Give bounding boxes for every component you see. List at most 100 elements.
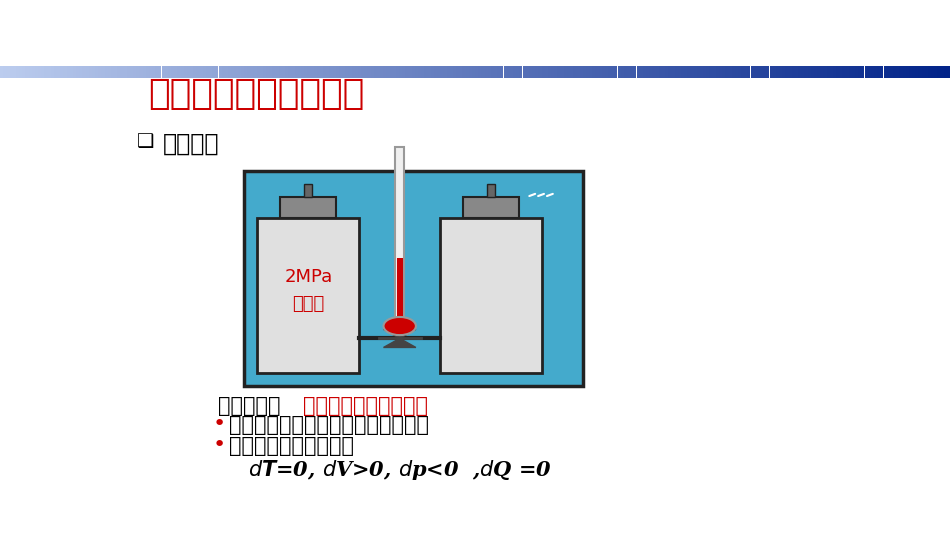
Bar bbox=[627, 66, 630, 78]
Bar bbox=[902, 66, 905, 78]
Bar bbox=[582, 66, 586, 78]
Bar bbox=[164, 66, 168, 78]
Bar bbox=[801, 66, 805, 78]
Bar bbox=[753, 66, 757, 78]
Bar bbox=[280, 197, 336, 218]
Text: 实验现象：: 实验现象： bbox=[218, 396, 280, 416]
Bar bbox=[180, 66, 183, 78]
Bar bbox=[618, 66, 620, 78]
Bar bbox=[947, 66, 950, 78]
Bar bbox=[168, 66, 171, 78]
Bar bbox=[684, 66, 687, 78]
Bar bbox=[288, 66, 292, 78]
Bar bbox=[681, 66, 684, 78]
Bar bbox=[757, 66, 760, 78]
Bar bbox=[922, 66, 924, 78]
Bar bbox=[744, 66, 748, 78]
Bar bbox=[297, 66, 301, 78]
Bar bbox=[421, 66, 425, 78]
Bar bbox=[218, 66, 221, 78]
Text: ❑: ❑ bbox=[137, 132, 155, 151]
Bar bbox=[200, 66, 202, 78]
Bar bbox=[428, 66, 430, 78]
Bar bbox=[694, 66, 696, 78]
Bar bbox=[345, 66, 349, 78]
Bar bbox=[437, 66, 440, 78]
Bar bbox=[466, 66, 468, 78]
Bar bbox=[472, 66, 475, 78]
Bar bbox=[468, 66, 472, 78]
Bar bbox=[938, 66, 940, 78]
Bar bbox=[852, 66, 855, 78]
Bar bbox=[221, 66, 225, 78]
Bar bbox=[335, 66, 339, 78]
Bar bbox=[580, 66, 582, 78]
Bar bbox=[539, 66, 542, 78]
Bar bbox=[532, 66, 535, 78]
Bar bbox=[772, 66, 776, 78]
Bar bbox=[397, 258, 403, 326]
Bar bbox=[896, 66, 900, 78]
Bar bbox=[406, 66, 408, 78]
Bar bbox=[69, 66, 73, 78]
Bar bbox=[434, 66, 437, 78]
Text: $d\bfit{T}$=0, $d$V>0, $d$p<0  ,$d$Q =0: $d\bfit{T}$=0, $d$V>0, $d$p<0 ,$d$Q =0 bbox=[248, 457, 552, 482]
Bar bbox=[124, 66, 126, 78]
Bar bbox=[611, 66, 615, 78]
Bar bbox=[370, 66, 373, 78]
Bar bbox=[304, 184, 313, 197]
Bar bbox=[187, 66, 190, 78]
Bar bbox=[636, 66, 639, 78]
Bar bbox=[615, 66, 618, 78]
Bar bbox=[858, 66, 862, 78]
Bar bbox=[491, 66, 494, 78]
Bar bbox=[66, 66, 69, 78]
Bar bbox=[776, 66, 779, 78]
Bar bbox=[729, 66, 732, 78]
Bar bbox=[836, 66, 839, 78]
Bar bbox=[810, 66, 814, 78]
Bar bbox=[392, 66, 396, 78]
Bar bbox=[441, 218, 542, 373]
Bar bbox=[349, 66, 352, 78]
Bar bbox=[653, 66, 656, 78]
Bar bbox=[292, 66, 294, 78]
Bar bbox=[706, 66, 710, 78]
Bar bbox=[912, 66, 915, 78]
Bar bbox=[240, 66, 244, 78]
Bar bbox=[83, 66, 86, 78]
Bar bbox=[114, 66, 117, 78]
Bar bbox=[307, 66, 311, 78]
Bar bbox=[542, 66, 544, 78]
Text: •: • bbox=[212, 434, 225, 455]
Bar bbox=[504, 66, 506, 78]
Bar bbox=[54, 66, 57, 78]
Text: 温度计的读数没有变化: 温度计的读数没有变化 bbox=[303, 396, 428, 416]
Bar bbox=[463, 66, 466, 78]
Bar bbox=[928, 66, 931, 78]
Bar bbox=[16, 66, 19, 78]
Bar bbox=[943, 66, 947, 78]
Bar bbox=[92, 66, 95, 78]
Bar bbox=[244, 171, 582, 386]
Bar bbox=[668, 66, 672, 78]
Bar bbox=[662, 66, 665, 78]
Bar bbox=[700, 66, 703, 78]
Text: 干空气: 干空气 bbox=[293, 295, 324, 313]
Bar bbox=[919, 66, 922, 78]
Bar bbox=[60, 66, 64, 78]
Bar bbox=[377, 66, 380, 78]
Bar bbox=[456, 66, 459, 78]
Bar bbox=[31, 66, 35, 78]
Bar bbox=[266, 66, 269, 78]
Bar bbox=[674, 66, 677, 78]
Bar bbox=[38, 66, 41, 78]
Bar bbox=[402, 66, 406, 78]
Bar bbox=[934, 66, 938, 78]
Bar bbox=[10, 66, 12, 78]
Bar bbox=[48, 66, 50, 78]
Bar bbox=[320, 66, 323, 78]
Bar bbox=[28, 66, 31, 78]
Bar bbox=[107, 66, 111, 78]
Bar bbox=[665, 66, 668, 78]
